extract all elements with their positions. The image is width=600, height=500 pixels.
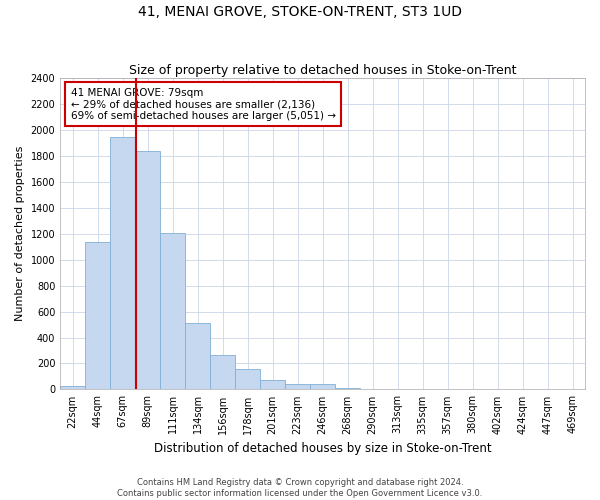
Bar [310, 384, 335, 390]
Bar [210, 355, 235, 390]
Bar [60, 386, 85, 390]
Y-axis label: Number of detached properties: Number of detached properties [15, 146, 25, 322]
Bar [135, 151, 160, 390]
Text: Contains HM Land Registry data © Crown copyright and database right 2024.
Contai: Contains HM Land Registry data © Crown c… [118, 478, 482, 498]
Bar [110, 136, 135, 390]
Bar [335, 388, 360, 390]
Bar [235, 368, 260, 390]
Bar [285, 384, 310, 390]
Bar [160, 232, 185, 390]
Text: 41, MENAI GROVE, STOKE-ON-TRENT, ST3 1UD: 41, MENAI GROVE, STOKE-ON-TRENT, ST3 1UD [138, 5, 462, 19]
Bar [260, 380, 285, 390]
Title: Size of property relative to detached houses in Stoke-on-Trent: Size of property relative to detached ho… [129, 64, 517, 77]
X-axis label: Distribution of detached houses by size in Stoke-on-Trent: Distribution of detached houses by size … [154, 442, 491, 455]
Text: 41 MENAI GROVE: 79sqm
← 29% of detached houses are smaller (2,136)
69% of semi-d: 41 MENAI GROVE: 79sqm ← 29% of detached … [71, 88, 335, 120]
Bar [185, 324, 210, 390]
Bar [85, 242, 110, 390]
Bar [360, 389, 385, 390]
